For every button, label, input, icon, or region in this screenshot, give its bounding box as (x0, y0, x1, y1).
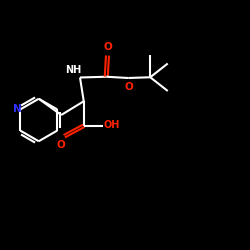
Text: N: N (13, 104, 22, 114)
Text: NH: NH (66, 66, 82, 76)
Text: OH: OH (103, 120, 120, 130)
Text: O: O (56, 140, 65, 150)
Text: O: O (124, 82, 133, 92)
Text: O: O (103, 42, 112, 52)
